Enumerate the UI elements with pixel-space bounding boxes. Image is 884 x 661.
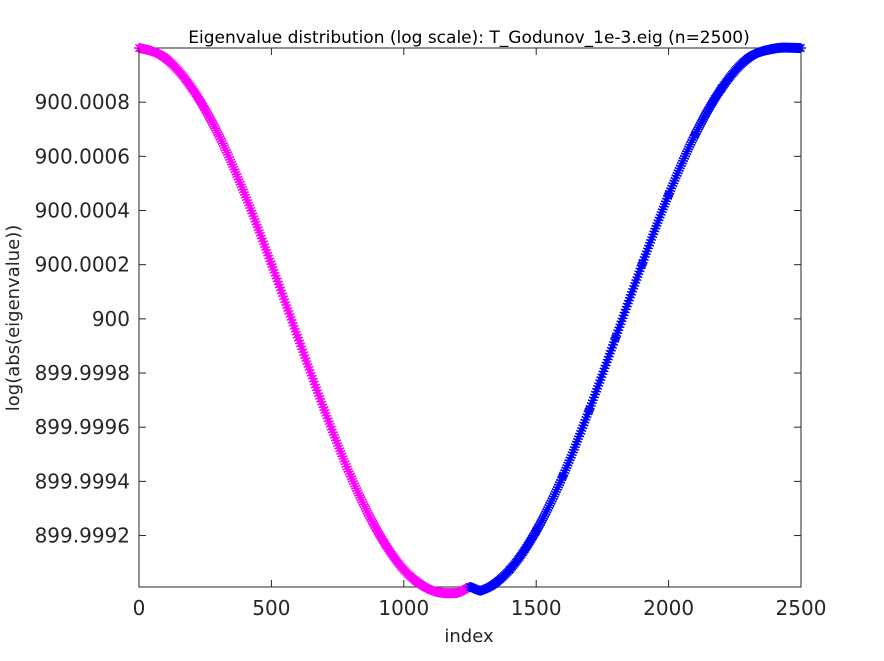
y-axis: 899.9992 899.9994 899.9996 899.9998 900 900.0… [35, 90, 801, 548]
y-tick-label: 900.0004 [35, 199, 130, 223]
data-point [716, 83, 727, 94]
y-tick-label: 899.9994 [35, 469, 130, 493]
data-point [769, 43, 780, 54]
data-point [319, 405, 330, 416]
data-point [213, 129, 224, 140]
data-point [743, 53, 754, 64]
data-point [465, 582, 475, 592]
y-tick-label: 900.0008 [35, 90, 130, 114]
data-point [663, 189, 674, 200]
data-point [292, 332, 303, 343]
series-markers [465, 42, 806, 596]
data-point [504, 564, 515, 575]
y-tick-label: 899.9992 [35, 524, 130, 548]
y-axis-label: log(abs(eigenvalue)) [3, 225, 24, 412]
chart-title: Eigenvalue distribution (log scale): T_G… [188, 28, 749, 48]
y-tick-label: 900.0006 [35, 144, 130, 168]
data-point [610, 332, 621, 343]
x-tick-label: 2500 [776, 596, 827, 620]
series-layer [134, 42, 806, 599]
data-point [372, 525, 383, 536]
data-point [451, 587, 462, 598]
series-1 [465, 42, 806, 596]
data-point [478, 584, 489, 595]
data-point [425, 584, 436, 595]
data-point [531, 525, 542, 536]
x-tick-label: 500 [252, 596, 290, 620]
x-axis: 0 500 1000 1500 2000 2500 [133, 48, 827, 620]
data-point [239, 189, 250, 200]
data-point [584, 405, 595, 416]
data-point [690, 129, 701, 140]
x-axis-label: index [444, 626, 494, 647]
x-tick-label: 2000 [643, 596, 694, 620]
data-point [186, 83, 197, 94]
data-point [557, 471, 568, 482]
plot-area: 0 500 1000 1500 2000 2500 899.9992899.9994899… [35, 42, 827, 620]
y-tick-label: 900.0002 [35, 253, 130, 277]
data-point [398, 564, 409, 575]
x-tick-label: 1000 [378, 596, 429, 620]
data-point [160, 53, 171, 64]
y-tick-label: 899.9996 [35, 415, 130, 439]
series-markers [134, 43, 475, 599]
data-point [637, 259, 648, 270]
x-tick-label: 1500 [511, 596, 562, 620]
series-0 [134, 43, 475, 599]
data-point [345, 471, 356, 482]
y-tick-label: 899.9998 [35, 361, 130, 385]
x-tick-label: 0 [133, 596, 146, 620]
y-tick-label: 900 [92, 307, 130, 331]
data-point [266, 259, 277, 270]
